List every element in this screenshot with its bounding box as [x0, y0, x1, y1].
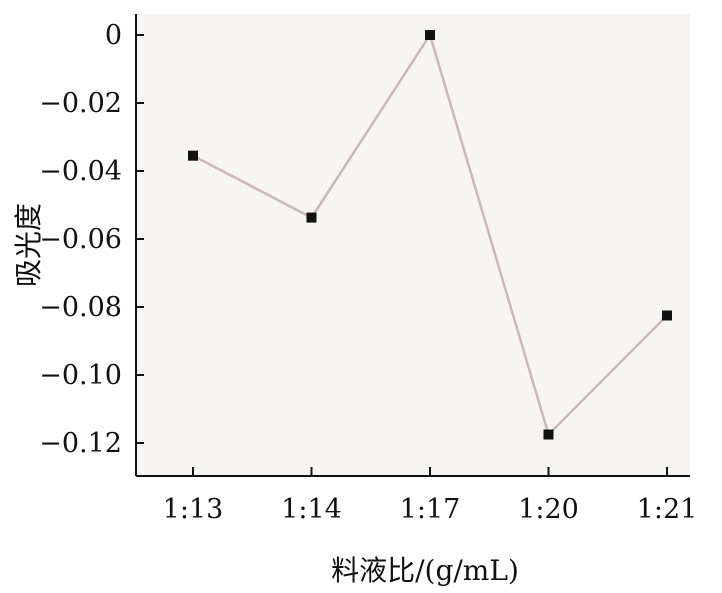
x-tick-label: 1:14	[281, 494, 342, 525]
x-tick-label: 1:20	[518, 494, 579, 525]
series-layer	[188, 30, 672, 440]
y-tick-label: −0.08	[39, 292, 122, 323]
y-tick-label: −0.02	[39, 88, 122, 119]
y-tick-label: −0.10	[39, 360, 122, 391]
x-axis-title: 料液比/(g/mL)	[331, 554, 519, 587]
y-axis-title: 吸光度	[12, 203, 45, 287]
data-point-marker	[425, 30, 435, 40]
y-tick-label: −0.06	[39, 224, 122, 255]
y-tick-label: −0.04	[39, 156, 122, 187]
data-point-marker	[188, 150, 198, 161]
x-tick-label: 1:13	[163, 494, 224, 525]
y-tick-label: −0.12	[39, 428, 122, 459]
plot-area	[136, 14, 690, 476]
x-tick-label: 1:17	[400, 494, 461, 525]
tick-labels: 0 −0.02 −0.04 −0.06 −0.08 −0.10 −0.12 1:13 1:14 1…	[39, 20, 697, 525]
data-point-marker	[543, 429, 554, 440]
y-tick-label: 0	[105, 20, 122, 51]
x-tick-label: 1:21	[637, 494, 698, 525]
axes	[135, 14, 690, 477]
data-point-marker	[662, 310, 672, 321]
data-point-marker	[306, 212, 317, 223]
